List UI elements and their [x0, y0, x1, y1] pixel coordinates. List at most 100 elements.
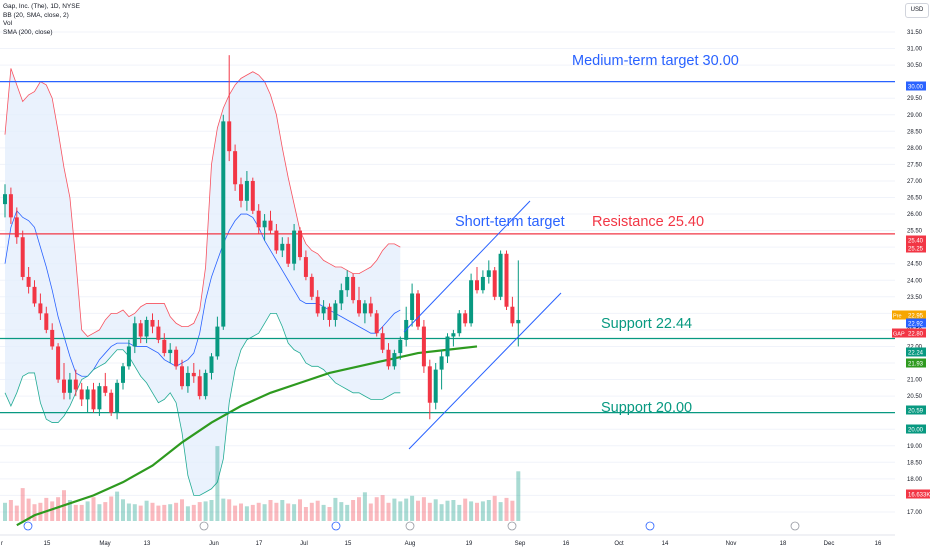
price-tag-badge: [892, 310, 906, 320]
candle-body: [315, 296, 320, 314]
chart-grid: [0, 31, 895, 513]
volume-bar: [73, 504, 78, 521]
volume-bar: [3, 502, 7, 521]
candle-body: [345, 276, 350, 291]
candle-body: [138, 323, 143, 337]
time-tick: Nov: [726, 541, 737, 547]
chart-annotations: Medium-term target 30.00 Short-term targ…: [455, 53, 739, 416]
time-tick: 13: [144, 541, 151, 547]
volume-bar: [451, 500, 456, 521]
volume-bar: [445, 500, 450, 521]
candle-body: [250, 180, 255, 211]
volume-bar: [250, 504, 255, 521]
time-tick: 16: [563, 541, 570, 547]
candle-body: [339, 290, 344, 304]
indicator-vol[interactable]: Vol: [3, 20, 13, 28]
candle-body: [103, 386, 108, 393]
volume-bar: [362, 492, 367, 521]
currency-button[interactable]: USD: [905, 3, 929, 18]
volume-bar: [516, 471, 521, 521]
volume-bar: [380, 495, 385, 521]
bb-lower-line: [4, 312, 401, 496]
price-label-badge: [906, 310, 926, 320]
candle-body: [351, 276, 356, 301]
time-tick: r: [1, 541, 3, 547]
price-label-badge: [906, 328, 926, 338]
volume-bar: [321, 504, 326, 521]
volume-bar: [374, 497, 379, 521]
price-label-text: 25.25: [908, 246, 924, 252]
volume-bar: [392, 498, 397, 521]
price-tick: 20.50: [907, 394, 923, 400]
indicator-bb[interactable]: BB (20, SMA, close, 2): [3, 11, 69, 19]
candle-body: [421, 326, 426, 367]
candle-body: [327, 306, 332, 320]
price-tick: 22.00: [907, 344, 923, 350]
volume-bar: [168, 504, 173, 521]
volume-bar: [368, 503, 373, 521]
time-tick: 18: [780, 541, 787, 547]
candle-body: [168, 349, 173, 354]
time-tick: 19: [466, 541, 473, 547]
time-tick: Oct: [614, 541, 624, 547]
volume-bar: [280, 500, 285, 521]
candle-body: [56, 346, 61, 380]
price-label-text: 22.95: [908, 313, 924, 319]
candle-body: [97, 386, 102, 410]
volume-bar: [227, 499, 232, 521]
volume-bar: [121, 499, 125, 521]
indicator-sma[interactable]: SMA (200, close): [3, 28, 53, 36]
candle-body: [362, 303, 367, 314]
candle-body: [180, 366, 184, 387]
volume-bar: [67, 500, 72, 521]
volume-bar: [410, 495, 415, 521]
candle-body: [197, 376, 202, 397]
candle-body: [368, 303, 373, 314]
volume-bar: [339, 502, 344, 521]
volume-bar: [44, 497, 49, 521]
candle-body: [174, 349, 179, 367]
time-tick: Jul: [300, 541, 308, 547]
candle-body: [292, 230, 297, 264]
volume-bar: [8, 500, 13, 521]
price-tag-badge: [892, 328, 906, 338]
sma-200-path: [16, 345, 478, 527]
price-tick: 29.00: [907, 113, 923, 119]
candle-body: [268, 220, 273, 231]
candle-body: [3, 194, 7, 205]
volume-bar: [357, 497, 361, 521]
volume-bar: [180, 499, 184, 521]
sma-200-line: [16, 345, 478, 527]
channel-upper-line: [403, 200, 531, 333]
time-tick: 14: [662, 541, 669, 547]
candle-body: [185, 372, 190, 387]
candle-body: [309, 276, 314, 297]
candle-body: [233, 151, 238, 185]
volume-bar: [333, 497, 338, 521]
price-label-text: 25.40: [908, 238, 924, 244]
candle-body: [73, 379, 78, 390]
volume-bar: [233, 505, 238, 521]
volume-bar: [492, 495, 497, 521]
time-tick: 15: [44, 541, 51, 547]
candle-body: [109, 392, 114, 413]
price-label-badge: [906, 347, 926, 357]
channel-lower-line: [408, 292, 562, 450]
price-label-badge: [906, 489, 930, 499]
volume-bar: [191, 504, 196, 521]
candle-body: [126, 346, 131, 367]
volume-bar: [215, 446, 220, 521]
candle-body: [303, 257, 308, 277]
time-tick: Sep: [515, 541, 526, 547]
dividend-icon: [645, 521, 655, 531]
earnings-icon: [405, 521, 415, 531]
candle-body: [239, 184, 243, 201]
candle-body: [451, 333, 456, 337]
candle-body: [380, 333, 385, 350]
volume-bar: [398, 501, 403, 521]
volume-bar: [463, 498, 468, 521]
price-label-badge: [906, 358, 926, 368]
candle-body: [215, 326, 220, 357]
candle-body: [492, 270, 497, 297]
